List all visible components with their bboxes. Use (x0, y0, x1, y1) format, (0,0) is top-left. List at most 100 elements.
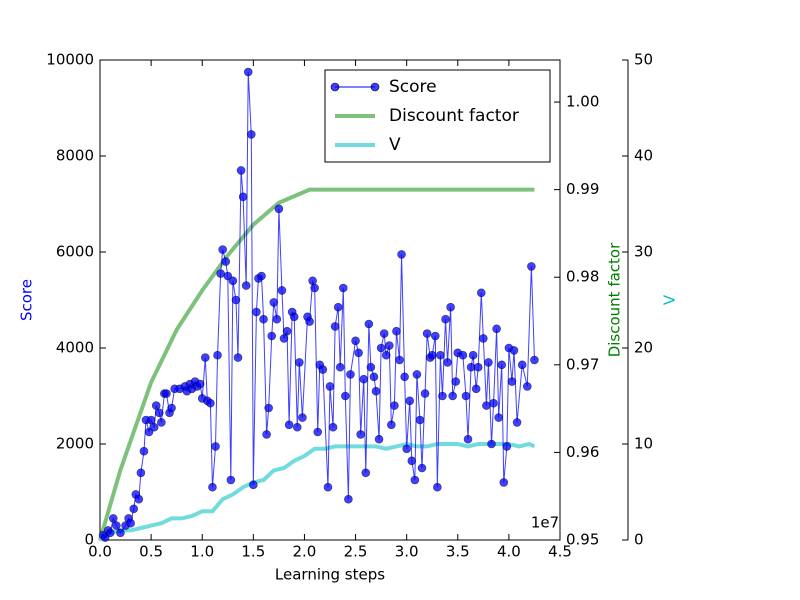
series-marker (487, 439, 496, 449)
series-marker (221, 257, 231, 266)
series-marker (512, 418, 522, 427)
series-marker (479, 334, 488, 343)
y2-tick-label: 0.97 (566, 355, 599, 373)
series-marker (157, 418, 166, 427)
series-marker (289, 312, 299, 322)
series-marker (344, 494, 353, 504)
series-marker (335, 362, 345, 372)
series-marker (507, 377, 517, 386)
series-marker (502, 442, 512, 451)
series-marker (323, 482, 333, 492)
series-marker (346, 370, 355, 379)
series-marker (400, 372, 409, 382)
series-marker (243, 67, 253, 77)
y3-tick-label: 30 (634, 243, 653, 261)
series-marker (468, 350, 478, 360)
series-marker (249, 480, 258, 490)
series-marker (257, 271, 266, 281)
x-tick-label: 4.5 (548, 543, 572, 561)
x-tick-label: 1.0 (190, 543, 214, 561)
series-marker (361, 468, 371, 478)
series-marker (381, 350, 391, 360)
series-marker (410, 475, 420, 485)
series-marker (448, 391, 457, 401)
series-marker (330, 322, 340, 331)
series-marker (105, 528, 115, 538)
x-tick-label: 2.0 (293, 543, 317, 561)
y3-tick-label: 50 (634, 51, 653, 69)
y2-tick-label: 0.99 (566, 180, 599, 198)
legend-label: Discount factor (389, 106, 519, 126)
y-tick-label: 10000 (46, 51, 94, 69)
series-marker (395, 355, 404, 365)
series-marker (246, 130, 256, 139)
series-marker (139, 446, 149, 456)
series-marker (489, 398, 498, 408)
series-marker (284, 420, 294, 430)
series-marker (530, 355, 539, 365)
series-marker (333, 302, 343, 312)
series-marker (308, 276, 317, 286)
series-marker (392, 326, 401, 336)
series-marker (369, 372, 379, 382)
series-marker (126, 518, 135, 528)
series-marker (384, 341, 394, 350)
x-tick-label: 0.5 (139, 543, 163, 561)
series-marker (473, 362, 483, 372)
y2-tick-label: 0.95 (566, 531, 599, 549)
series-marker (433, 482, 442, 492)
y-tick-label: 4000 (56, 339, 94, 357)
series-marker (108, 514, 118, 523)
legend-label: Score (389, 77, 437, 97)
legend-label: V (389, 135, 401, 155)
series-marker (236, 166, 246, 175)
series-marker (216, 269, 225, 278)
y3-tick-label: 40 (634, 147, 653, 165)
series-marker (356, 430, 365, 439)
series-marker (200, 353, 210, 362)
series-marker (443, 358, 452, 367)
series-marker (461, 391, 471, 401)
x-tick-label: 3.0 (395, 543, 419, 561)
series-marker (252, 307, 261, 317)
series-marker (149, 422, 159, 432)
series-marker (238, 192, 248, 202)
x-tick-label: 4.0 (497, 543, 521, 561)
series-marker (497, 360, 507, 370)
series-marker (420, 389, 430, 398)
series-marker (509, 346, 519, 355)
series-marker (313, 427, 323, 437)
series-marker (233, 353, 243, 362)
series-marker (195, 379, 205, 389)
y-tick-label: 8000 (56, 147, 94, 165)
y2-tick-label: 1.00 (566, 93, 599, 111)
y3-tick-label: 0 (634, 531, 644, 549)
series-marker (407, 456, 417, 466)
series-marker (211, 442, 220, 451)
series-marker (371, 386, 381, 396)
series-marker (264, 403, 273, 413)
y2-tick-label: 0.98 (566, 268, 599, 286)
series-marker (318, 365, 328, 374)
x-tick-label: 1.5 (241, 543, 265, 561)
series-marker (405, 396, 415, 406)
series-marker (162, 389, 171, 398)
series-marker (282, 326, 292, 336)
series-line (98, 187, 535, 541)
series-marker (269, 298, 279, 307)
series-marker (466, 362, 476, 372)
series-marker (441, 314, 450, 324)
series-marker (298, 413, 307, 422)
series-marker (446, 302, 455, 312)
y-tick-label: 2000 (56, 435, 94, 453)
series-marker (272, 314, 282, 324)
series-marker (379, 329, 389, 338)
x-tick-label: 3.5 (446, 543, 470, 561)
series-marker (231, 295, 241, 305)
series-marker (129, 504, 139, 514)
y2-axis-label: Discount factor (606, 242, 624, 357)
series-marker (267, 331, 277, 341)
series-marker (206, 398, 215, 408)
series-marker (417, 463, 427, 473)
